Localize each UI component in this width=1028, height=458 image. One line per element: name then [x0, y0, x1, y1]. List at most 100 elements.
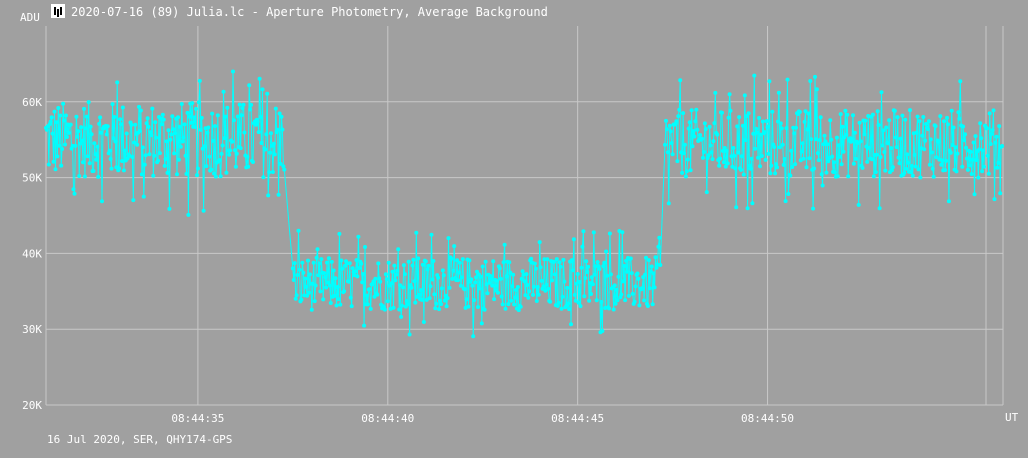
data-point	[142, 162, 147, 167]
data-point	[417, 292, 422, 297]
data-point	[887, 118, 892, 123]
data-point	[602, 260, 607, 265]
data-point	[490, 283, 495, 288]
data-point	[793, 162, 798, 167]
data-point	[305, 293, 310, 298]
data-point	[222, 136, 227, 141]
data-point	[523, 293, 528, 298]
data-point	[978, 121, 983, 126]
data-point	[762, 130, 767, 135]
data-point	[46, 162, 51, 167]
data-point	[258, 115, 263, 119]
data-point	[309, 307, 314, 312]
data-point	[115, 80, 120, 85]
data-point	[745, 206, 750, 211]
data-point	[135, 142, 140, 147]
data-point	[368, 306, 373, 311]
data-point	[313, 283, 318, 288]
data-point	[708, 143, 713, 148]
data-point	[257, 76, 262, 81]
data-point	[727, 92, 732, 97]
data-point	[307, 290, 311, 295]
data-point	[367, 287, 372, 292]
data-point	[584, 259, 589, 264]
data-point	[467, 258, 472, 263]
data-point	[524, 272, 529, 277]
data-point	[914, 130, 919, 135]
data-point	[179, 102, 184, 106]
data-point	[138, 129, 142, 133]
data-point	[976, 175, 981, 180]
data-point	[709, 150, 714, 155]
data-point	[423, 259, 428, 264]
data-point	[86, 100, 91, 105]
data-point	[193, 125, 198, 129]
data-point	[841, 149, 846, 154]
data-point	[607, 306, 611, 311]
data-point	[683, 174, 688, 179]
data-point	[336, 297, 341, 302]
data-point	[438, 298, 442, 303]
data-point	[386, 260, 391, 265]
data-point	[456, 278, 460, 283]
data-point	[940, 158, 945, 163]
data-point	[811, 206, 816, 211]
data-point	[590, 282, 595, 287]
data-point	[156, 158, 160, 163]
data-point	[84, 114, 89, 119]
data-point	[921, 115, 926, 119]
data-point	[862, 132, 867, 137]
data-point	[767, 79, 772, 84]
data-point	[821, 142, 826, 147]
data-point	[560, 294, 565, 299]
data-point	[594, 298, 599, 303]
data-point	[220, 143, 225, 148]
data-point	[507, 260, 512, 265]
data-point	[892, 108, 897, 113]
data-point	[212, 171, 216, 176]
data-point	[99, 130, 104, 135]
data-point	[703, 127, 708, 131]
data-point	[319, 257, 324, 262]
data-point	[555, 303, 560, 308]
data-point	[190, 101, 195, 106]
data-point	[410, 263, 415, 268]
data-point	[49, 115, 54, 120]
data-point	[640, 286, 645, 291]
x-tick-label: 08:44:40	[361, 412, 414, 425]
data-point	[407, 332, 412, 337]
data-point	[576, 300, 581, 305]
y-tick-label: 30K	[22, 323, 42, 336]
data-point	[633, 284, 638, 289]
data-point	[722, 146, 727, 150]
data-point	[398, 283, 403, 288]
data-point	[378, 279, 383, 284]
data-point	[651, 271, 656, 276]
data-point	[215, 113, 220, 118]
data-point	[667, 123, 672, 128]
data-point	[365, 302, 370, 307]
data-point	[599, 300, 604, 304]
data-point	[591, 230, 596, 235]
data-point	[261, 175, 266, 180]
data-point	[797, 110, 802, 114]
data-point	[838, 112, 843, 117]
data-point	[192, 115, 197, 120]
data-point	[733, 166, 738, 171]
data-point	[647, 286, 652, 291]
data-point	[104, 132, 109, 137]
data-point	[168, 137, 173, 142]
data-point	[837, 154, 842, 159]
data-point	[846, 174, 851, 179]
data-point	[995, 165, 1000, 170]
data-point	[510, 284, 515, 289]
data-point	[595, 260, 600, 265]
data-point	[681, 111, 686, 116]
data-point	[908, 170, 913, 175]
data-point	[707, 124, 712, 129]
data-point	[818, 115, 823, 120]
data-point	[570, 258, 574, 263]
data-point	[569, 322, 573, 327]
data-point	[253, 122, 258, 127]
data-point	[712, 121, 717, 126]
